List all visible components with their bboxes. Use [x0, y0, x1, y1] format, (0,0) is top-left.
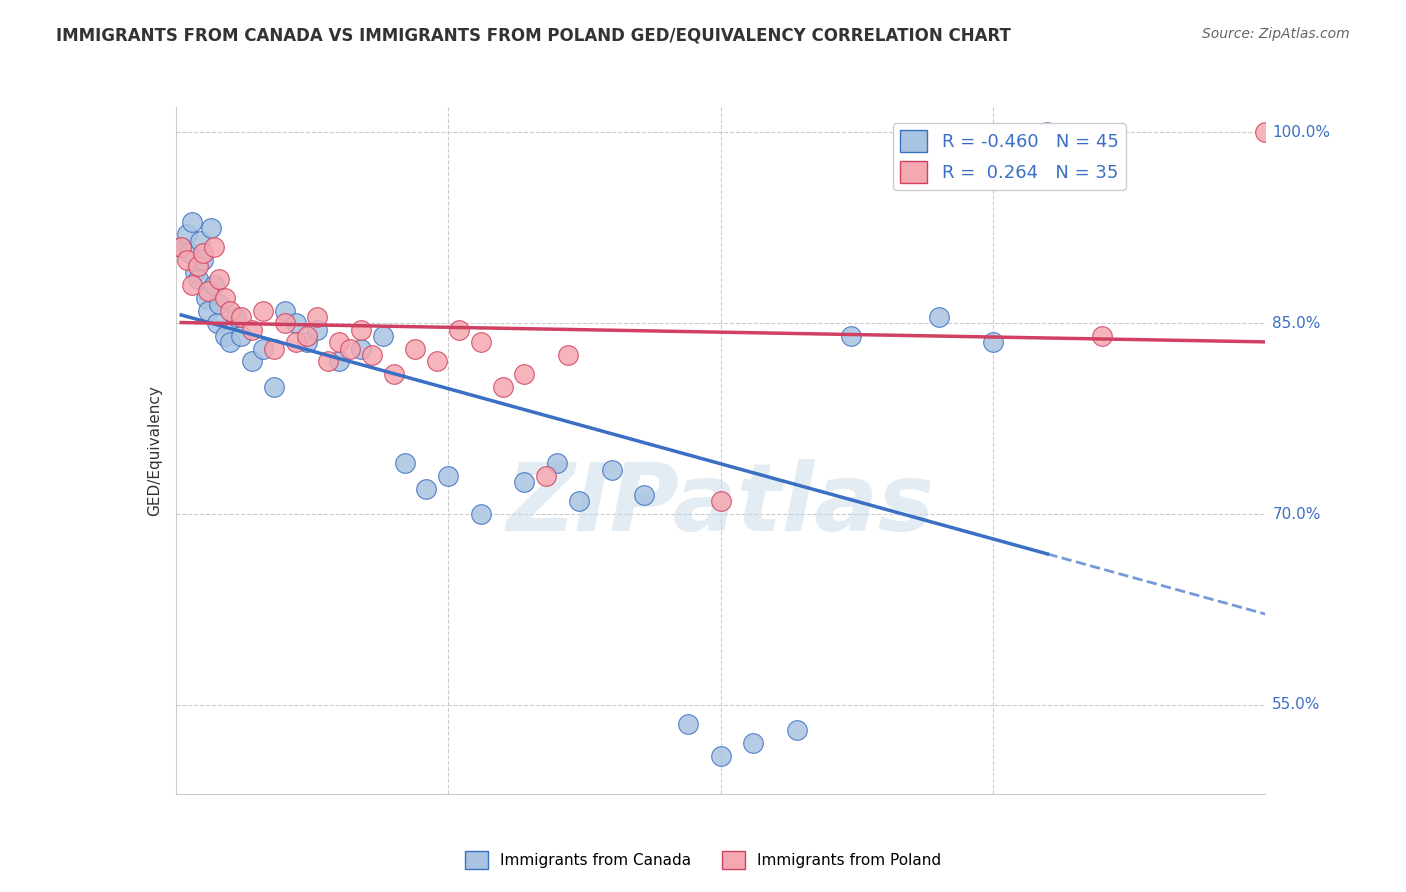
Point	[676, 717, 699, 731]
Point	[633, 488, 655, 502]
Point	[252, 303, 274, 318]
Text: 55.0%: 55.0%	[1272, 698, 1320, 713]
Point	[197, 285, 219, 299]
Point	[214, 329, 236, 343]
Point	[470, 507, 492, 521]
Y-axis label: GED/Equivalency: GED/Equivalency	[146, 385, 162, 516]
Point	[274, 316, 297, 330]
Point	[208, 271, 231, 285]
Point	[295, 329, 318, 343]
Point	[361, 348, 384, 362]
Point	[195, 291, 218, 305]
Point	[184, 265, 207, 279]
Point	[534, 469, 557, 483]
Point	[170, 240, 193, 254]
Text: ZIPatlas: ZIPatlas	[506, 459, 935, 551]
Point	[382, 367, 405, 381]
Point	[371, 329, 394, 343]
Point	[513, 475, 536, 490]
Legend: Immigrants from Canada, Immigrants from Poland: Immigrants from Canada, Immigrants from …	[458, 845, 948, 875]
Point	[176, 227, 198, 242]
Point	[240, 354, 263, 368]
Legend: R = -0.460   N = 45, R =  0.264   N = 35: R = -0.460 N = 45, R = 0.264 N = 35	[893, 123, 1126, 191]
Point	[191, 246, 214, 260]
Text: 70.0%: 70.0%	[1272, 507, 1320, 522]
Point	[415, 482, 437, 496]
Text: IMMIGRANTS FROM CANADA VS IMMIGRANTS FROM POLAND GED/EQUIVALENCY CORRELATION CHA: IMMIGRANTS FROM CANADA VS IMMIGRANTS FRO…	[56, 27, 1011, 45]
Point	[1254, 126, 1277, 140]
Point	[841, 329, 863, 343]
Point	[394, 456, 416, 470]
Point	[176, 252, 198, 267]
Point	[557, 348, 579, 362]
Point	[405, 342, 427, 356]
Point	[197, 303, 219, 318]
Point	[350, 342, 373, 356]
Point	[1091, 329, 1114, 343]
Point	[225, 310, 247, 324]
Point	[186, 271, 209, 285]
Point	[600, 462, 623, 476]
Point	[231, 329, 253, 343]
Point	[231, 310, 253, 324]
Point	[492, 380, 515, 394]
Point	[710, 748, 733, 763]
Point	[181, 214, 204, 228]
Point	[219, 335, 242, 350]
Point	[200, 220, 222, 235]
Point	[307, 323, 329, 337]
Point	[318, 354, 340, 368]
Point	[1036, 126, 1059, 140]
Point	[307, 310, 329, 324]
Point	[219, 303, 242, 318]
Point	[928, 310, 950, 324]
Point	[339, 342, 361, 356]
Point	[328, 354, 350, 368]
Text: 100.0%: 100.0%	[1272, 125, 1330, 140]
Point	[350, 323, 373, 337]
Point	[263, 342, 285, 356]
Point	[240, 323, 263, 337]
Point	[205, 316, 228, 330]
Point	[284, 335, 307, 350]
Point	[186, 259, 209, 273]
Point	[328, 335, 350, 350]
Point	[470, 335, 492, 350]
Point	[295, 335, 318, 350]
Point	[786, 723, 808, 738]
Point	[284, 316, 307, 330]
Point	[437, 469, 460, 483]
Point	[208, 297, 231, 311]
Point	[546, 456, 568, 470]
Point	[981, 335, 1004, 350]
Point	[177, 246, 200, 260]
Point	[263, 380, 285, 394]
Point	[202, 240, 225, 254]
Point	[191, 252, 214, 267]
Point	[170, 240, 193, 254]
Point	[742, 736, 765, 750]
Text: Source: ZipAtlas.com: Source: ZipAtlas.com	[1202, 27, 1350, 41]
Point	[181, 278, 204, 293]
Point	[710, 494, 733, 508]
Text: 85.0%: 85.0%	[1272, 316, 1320, 331]
Point	[513, 367, 536, 381]
Point	[274, 303, 297, 318]
Point	[568, 494, 591, 508]
Point	[426, 354, 449, 368]
Point	[214, 291, 236, 305]
Point	[188, 234, 211, 248]
Point	[202, 278, 225, 293]
Point	[252, 342, 274, 356]
Point	[447, 323, 470, 337]
